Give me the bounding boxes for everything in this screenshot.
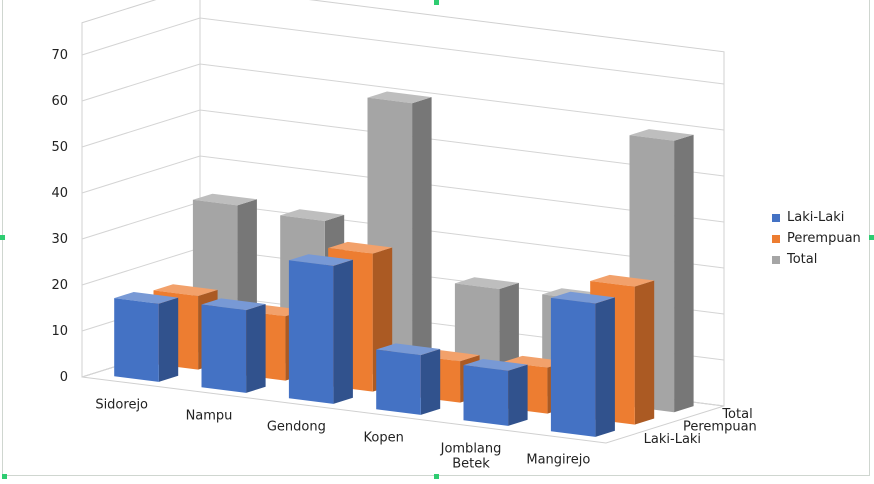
bar-side — [674, 134, 694, 413]
bar-top — [376, 343, 441, 356]
bar-side — [420, 349, 441, 415]
chart-border — [2, 0, 870, 476]
y-tick-label: 40 — [51, 186, 68, 201]
y-tick-label: 30 — [51, 232, 68, 247]
bar-side — [634, 280, 655, 425]
y-tick-label: 20 — [51, 278, 68, 293]
gridline — [81, 63, 725, 131]
y-tick-label: 50 — [51, 140, 68, 155]
bar-laki-laki-3 — [376, 343, 441, 415]
chart-bars — [114, 91, 694, 437]
bar-top — [280, 209, 345, 221]
bar-top — [454, 277, 519, 289]
y-tick-label: 60 — [51, 94, 68, 109]
gridline — [81, 17, 725, 85]
bar-front — [376, 349, 421, 415]
category-label: Mangirejo — [526, 453, 590, 468]
y-tick-label: 0 — [60, 370, 68, 385]
bar-side — [246, 304, 266, 393]
depth-axis-label: Perempuan — [683, 420, 757, 435]
legend-swatch — [772, 213, 780, 222]
category-label: Gendong — [267, 420, 326, 435]
resize-handle-bottom-left[interactable] — [2, 474, 7, 479]
bar-front — [114, 298, 159, 382]
resize-handle-top[interactable] — [434, 0, 439, 5]
y-tick-label: 70 — [51, 48, 68, 63]
bar-laki-laki-5 — [550, 291, 615, 437]
bar-top — [550, 291, 615, 304]
legend-label: Total — [787, 252, 818, 267]
legend-item: Total — [772, 249, 861, 270]
bar-side — [158, 297, 179, 382]
bar-top — [153, 284, 218, 296]
bar-laki-laki-1 — [201, 298, 266, 393]
bar-front — [550, 297, 596, 437]
legend-swatch — [772, 255, 780, 264]
y-tick-label: 10 — [51, 324, 68, 339]
legend-swatch — [772, 234, 780, 243]
bar-side — [508, 364, 528, 426]
gridline — [81, 155, 725, 223]
resize-handle-right[interactable] — [869, 235, 874, 240]
bar-top — [590, 274, 655, 287]
legend-item: Perempuan — [772, 228, 861, 249]
bar-front — [463, 365, 509, 426]
category-label: Jomblang Betek — [440, 442, 502, 472]
resize-handle-left[interactable] — [0, 235, 5, 240]
bar-side — [333, 259, 353, 404]
bar-top — [114, 292, 179, 304]
bar-top — [463, 359, 528, 371]
gridline — [81, 109, 725, 177]
depth-axis-label: Laki-Laki — [644, 432, 701, 447]
bar-top — [629, 129, 694, 141]
category-label: Kopen — [364, 431, 404, 446]
chart-legend: Laki-Laki Perempuan Total — [772, 207, 861, 270]
legend-label: Laki-Laki — [787, 210, 845, 225]
bar-top — [192, 193, 257, 206]
category-label: Sidorejo — [95, 398, 148, 413]
bar-side — [412, 97, 432, 380]
legend-label: Perempuan — [787, 231, 861, 246]
bar-laki-laki-4 — [463, 359, 528, 426]
bar-front — [288, 260, 334, 404]
bar-top — [328, 241, 393, 254]
bar-top — [201, 298, 266, 311]
bar-laki-laki-2 — [288, 254, 353, 404]
category-label: Nampu — [186, 409, 233, 424]
bar-top — [288, 254, 353, 266]
chart-labels: 0 10 20 30 40 50 60 70 Sidorejo Nampu Gendong Kopen… — [51, 48, 756, 472]
bar-laki-laki-0 — [114, 292, 179, 382]
bar-front — [201, 304, 247, 393]
bar-top — [367, 91, 432, 104]
resize-handle-bottom[interactable] — [434, 474, 439, 479]
depth-axis-label: Total — [721, 407, 752, 422]
legend-item: Laki-Laki — [772, 207, 861, 228]
bar-side — [595, 297, 615, 437]
